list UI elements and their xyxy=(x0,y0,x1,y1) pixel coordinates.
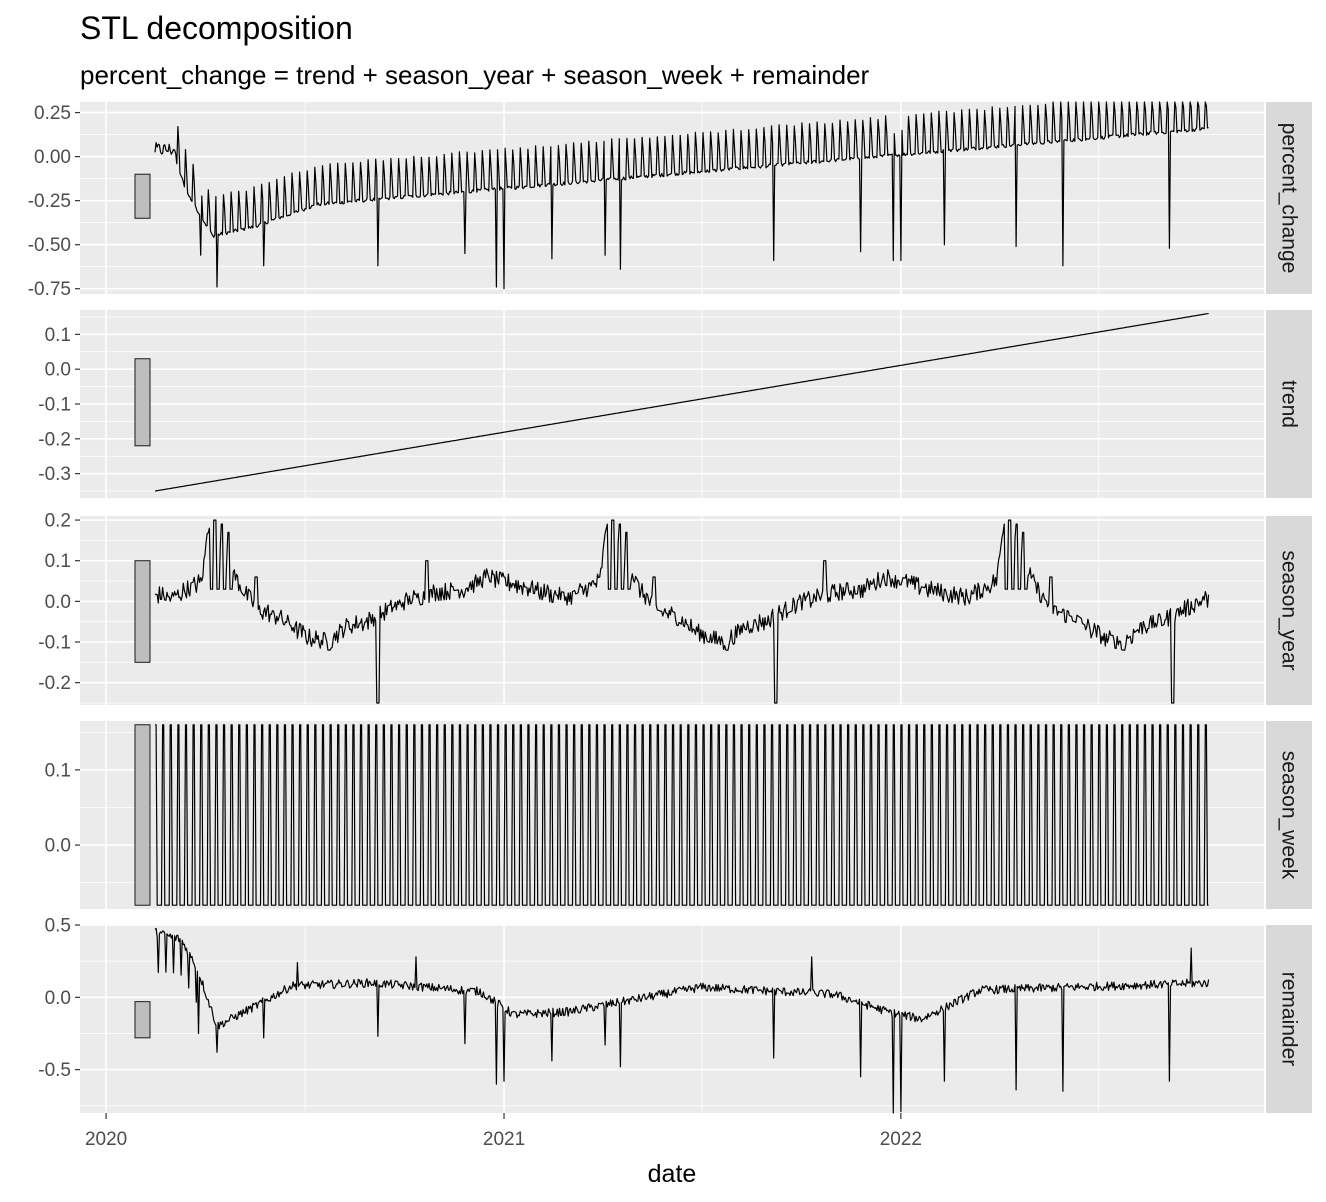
panel-trend: 0.1 0.0 -0.1 -0.2 -0.3 trend xyxy=(38,310,1312,498)
panel-season-week: 0.1 0.0 season_week xyxy=(45,721,1312,909)
scale-bar xyxy=(134,173,151,219)
series-line-remainder xyxy=(154,927,1210,1114)
y-tick-label: -0.1 xyxy=(38,395,71,416)
series-line-season-week xyxy=(155,724,1209,906)
facet-strip xyxy=(1266,925,1312,1113)
series-line-season-year xyxy=(154,519,1210,704)
scale-bar xyxy=(134,1001,151,1039)
x-tick-label: 2021 xyxy=(483,1129,525,1150)
y-tick-label: 0.0 xyxy=(45,360,71,381)
y-tick-label: 0.0 xyxy=(45,592,71,613)
facet-strip xyxy=(1266,310,1312,498)
panel-background xyxy=(80,925,1264,1113)
facet-strip xyxy=(1266,721,1312,909)
facet-strip-label: season_week xyxy=(1278,751,1301,880)
scale-bar xyxy=(134,358,151,447)
x-tick-label: 2022 xyxy=(880,1129,922,1150)
facet-strip-label: trend xyxy=(1278,380,1301,428)
y-tick-label: 0.0 xyxy=(45,988,71,1009)
x-tick-label: 2020 xyxy=(85,1129,127,1150)
y-tick-label: 0.0 xyxy=(45,836,71,857)
y-tick-label: 0.5 xyxy=(45,916,71,937)
facet-strip-label: remainder xyxy=(1278,972,1301,1067)
facet-strip-label: percent_change xyxy=(1278,123,1301,274)
y-tick-label: 0.25 xyxy=(34,103,71,124)
panel-percent-change: 0.25 0.00 -0.25 -0.50 -0.75 percent_change xyxy=(28,101,1312,300)
y-tick-label: 0.1 xyxy=(45,760,71,781)
chart-subtitle: percent_change = trend + season_year + s… xyxy=(80,60,870,90)
scale-bar xyxy=(134,560,151,663)
y-tick-label: 0.2 xyxy=(45,511,71,532)
panel-background xyxy=(80,102,1264,294)
chart-title: STL decomposition xyxy=(80,10,353,46)
y-tick-label: -0.5 xyxy=(38,1060,71,1081)
y-tick-label: -0.1 xyxy=(38,633,71,654)
y-tick-label: -0.25 xyxy=(28,191,71,212)
y-tick-label: -0.3 xyxy=(38,464,71,485)
x-axis-title: date xyxy=(648,1160,697,1188)
y-tick-label: -0.2 xyxy=(38,429,71,450)
panel-remainder: 0.5 0.0 -0.5 remainder xyxy=(38,916,1312,1114)
scale-bar xyxy=(134,724,151,906)
y-tick-label: -0.50 xyxy=(28,235,71,256)
series-line-trend xyxy=(154,312,1209,492)
series-line-percent-change xyxy=(154,101,1209,290)
y-tick-label: -0.75 xyxy=(28,279,71,300)
facet-strip-label: season_year xyxy=(1278,550,1301,670)
panel-season-year: 0.2 0.1 0.0 -0.1 -0.2 season_year xyxy=(38,511,1312,705)
facet-strip xyxy=(1266,516,1312,705)
y-tick-label: 0.1 xyxy=(45,551,71,572)
y-tick-label: 0.1 xyxy=(45,325,71,346)
y-tick-label: 0.00 xyxy=(34,147,71,168)
facet-strip xyxy=(1266,102,1312,294)
y-tick-label: -0.2 xyxy=(38,673,71,694)
